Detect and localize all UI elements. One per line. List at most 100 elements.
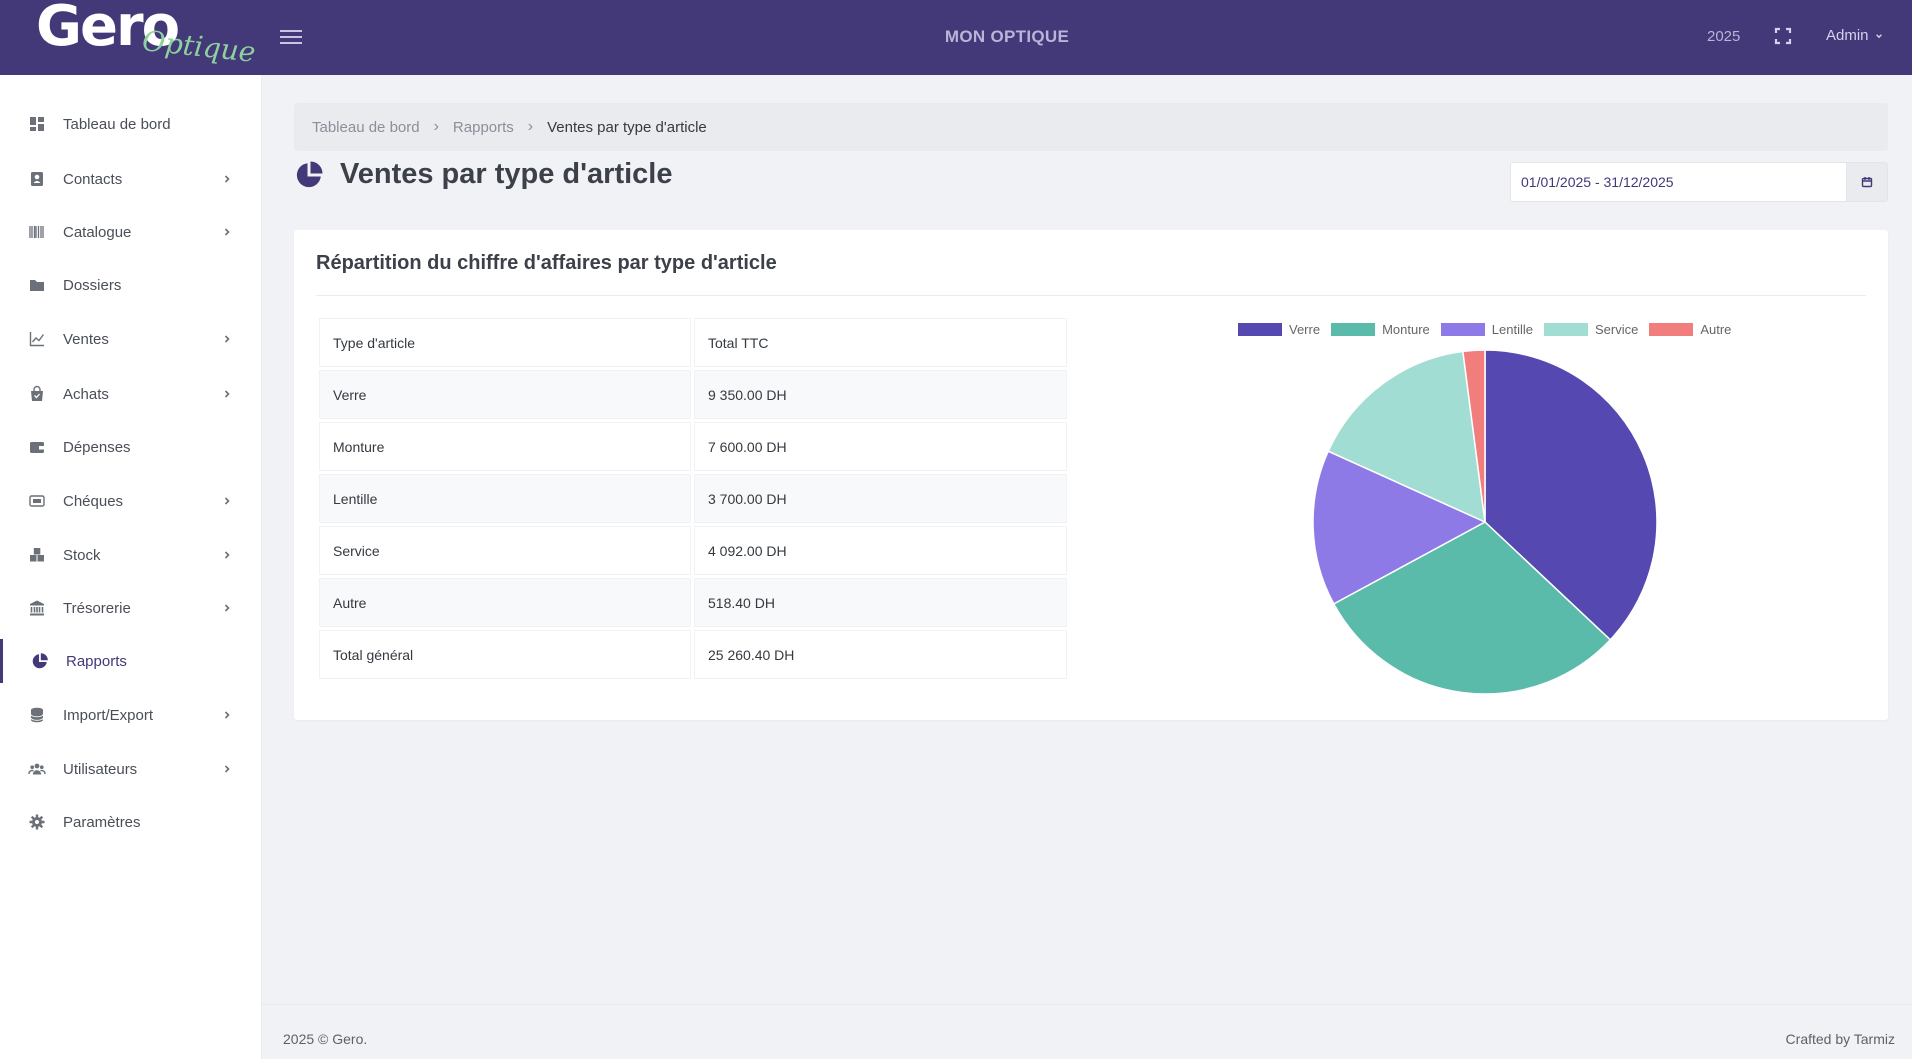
table-row: Monture 7 600.00 DH [319,422,1067,471]
sidebar-item-label: Dossiers [63,276,122,294]
table-row: Total général 25 260.40 DH [319,630,1067,679]
brand-logo-text: Gero [36,0,180,59]
wallet-icon [28,438,46,456]
sidebar-item-dossiers[interactable]: Dossiers [0,263,262,307]
breadcrumb-section-link[interactable]: Rapports [452,118,514,136]
table-cell: Monture [319,422,691,471]
database-icon [28,706,46,724]
chart-legend: Verre Monture Lentille Service Autre [1238,322,1742,337]
table-cell: 4 092.00 DH [694,526,1067,575]
report-table: Type d'article Total TTC Verre 9 350.00 DH M… [316,315,1070,682]
table-cell: 3 700.00 DH [694,474,1067,523]
card-title: Répartition du chiffre d'affaires par ty… [316,252,777,274]
legend-label: Autre [1700,322,1732,337]
boxes-icon [28,546,46,564]
legend-item[interactable]: Autre [1649,322,1731,337]
table-cell: Verre [319,370,691,419]
pie-chart-icon [296,161,323,187]
sidebar-item-label: Ventes [63,330,109,348]
sidebar-item-rapports[interactable]: Rapports [0,639,262,683]
legend-item[interactable]: Service [1543,322,1638,337]
sidebar-item-label: Catalogue [63,223,132,241]
table-cell: Lentille [319,474,691,523]
chevron-right-icon [224,497,230,505]
sidebar-item-d-penses[interactable]: Dépenses [0,425,262,469]
barcode-icon [28,223,46,241]
sidebar-item-contacts[interactable]: Contacts [0,157,262,201]
chevron-right-icon [224,335,230,343]
table-cell: Autre [319,578,691,627]
table-row: Service 4 092.00 DH [319,526,1067,575]
sidebar-item-catalogue[interactable]: Catalogue [0,210,262,254]
table-cell: Total général [319,630,691,679]
legend-item[interactable]: Lentille [1440,322,1533,337]
chevron-right-icon [224,711,230,719]
line-chart-icon [28,330,46,348]
sidebar-item-label: Chéques [63,492,124,510]
page-title: Ventes par type d'article [340,158,673,190]
pie-slice-service[interactable] [1327,350,1486,524]
pie-slice-autre[interactable] [1462,349,1486,523]
sidebar-item-label: Contacts [63,170,123,188]
user-menu[interactable]: Admin [1826,27,1883,44]
table-cell: 25 260.40 DH [694,630,1067,679]
chevron-right-icon [224,175,230,183]
pie-slice-monture[interactable] [1332,521,1612,695]
brand-logo-subtext: Optique [140,24,258,69]
sidebar-item-label: Dépenses [63,438,131,456]
sidebar-item-label: Trésorerie [63,599,131,617]
breadcrumb: Tableau de bord › Rapports › Ventes par … [294,103,1888,151]
menu-toggle-button[interactable] [280,24,306,50]
pie-chart [1312,349,1658,695]
fullscreen-icon [1774,27,1792,45]
sidebar-item-label: Rapports [66,652,127,670]
divider [316,295,1866,296]
table-row: Lentille 3 700.00 DH [319,474,1067,523]
sidebar-item-stock[interactable]: Stock [0,533,262,577]
users-icon [28,760,46,778]
table-header-cell: Total TTC [694,318,1067,367]
dashboard-icon [28,115,46,133]
sidebar-item-import-export[interactable]: Import/Export [0,693,262,737]
table-cell: 7 600.00 DH [694,422,1067,471]
folder-icon [28,276,46,294]
legend-swatch [1440,323,1485,336]
legend-item[interactable]: Verre [1238,322,1320,337]
sidebar-item-label: Tableau de bord [63,115,171,133]
chevron-right-icon [224,765,230,773]
sidebar-item-label: Utilisateurs [63,760,138,778]
footer-copyright: 2025 © Gero. [283,1031,368,1047]
pie-slice-verre[interactable] [1484,349,1658,641]
calendar-button[interactable] [1846,162,1888,202]
sidebar-item-ch-ques[interactable]: Chéques [0,479,262,523]
legend-swatch [1238,323,1282,336]
year-selector[interactable]: 2025 [1707,28,1741,45]
table-cell: 518.40 DH [694,578,1067,627]
app-title: MON OPTIQUE [944,27,1070,46]
footer-credit: Crafted by Tarmiz [1785,1031,1895,1047]
legend-item[interactable]: Monture [1331,322,1430,337]
breadcrumb-home-link[interactable]: Tableau de bord [312,118,420,136]
date-range-input[interactable] [1510,162,1846,202]
sidebar-item-tr-sorerie[interactable]: Trésorerie [0,586,262,630]
table-cell: Service [319,526,691,575]
chevron-right-icon [224,228,230,236]
footer: 2025 © Gero. Crafted by Tarmiz [262,1004,1912,1059]
sidebar-item-achats[interactable]: Achats [0,372,262,416]
sidebar-item-param-tres[interactable]: Paramètres [0,800,262,844]
brand-logo[interactable]: Gero Optique [36,0,257,75]
sidebar-item-label: Achats [63,385,109,403]
sidebar-item-tableau-de-bord[interactable]: Tableau de bord [0,102,262,146]
legend-swatch [1649,323,1694,336]
hamburger-icon [280,30,302,32]
table-header-row: Type d'article Total TTC [319,318,1067,367]
legend-swatch [1543,323,1588,336]
sidebar-item-utilisateurs[interactable]: Utilisateurs [0,747,262,791]
cheque-icon [28,492,46,510]
sidebar-item-ventes[interactable]: Ventes [0,317,262,361]
fullscreen-button[interactable] [1773,26,1793,46]
table-cell: 9 350.00 DH [694,370,1067,419]
sidebar-item-label: Stock [63,546,101,564]
pie-slice-lentille[interactable] [1312,450,1487,605]
table-header-cell: Type d'article [319,318,691,367]
